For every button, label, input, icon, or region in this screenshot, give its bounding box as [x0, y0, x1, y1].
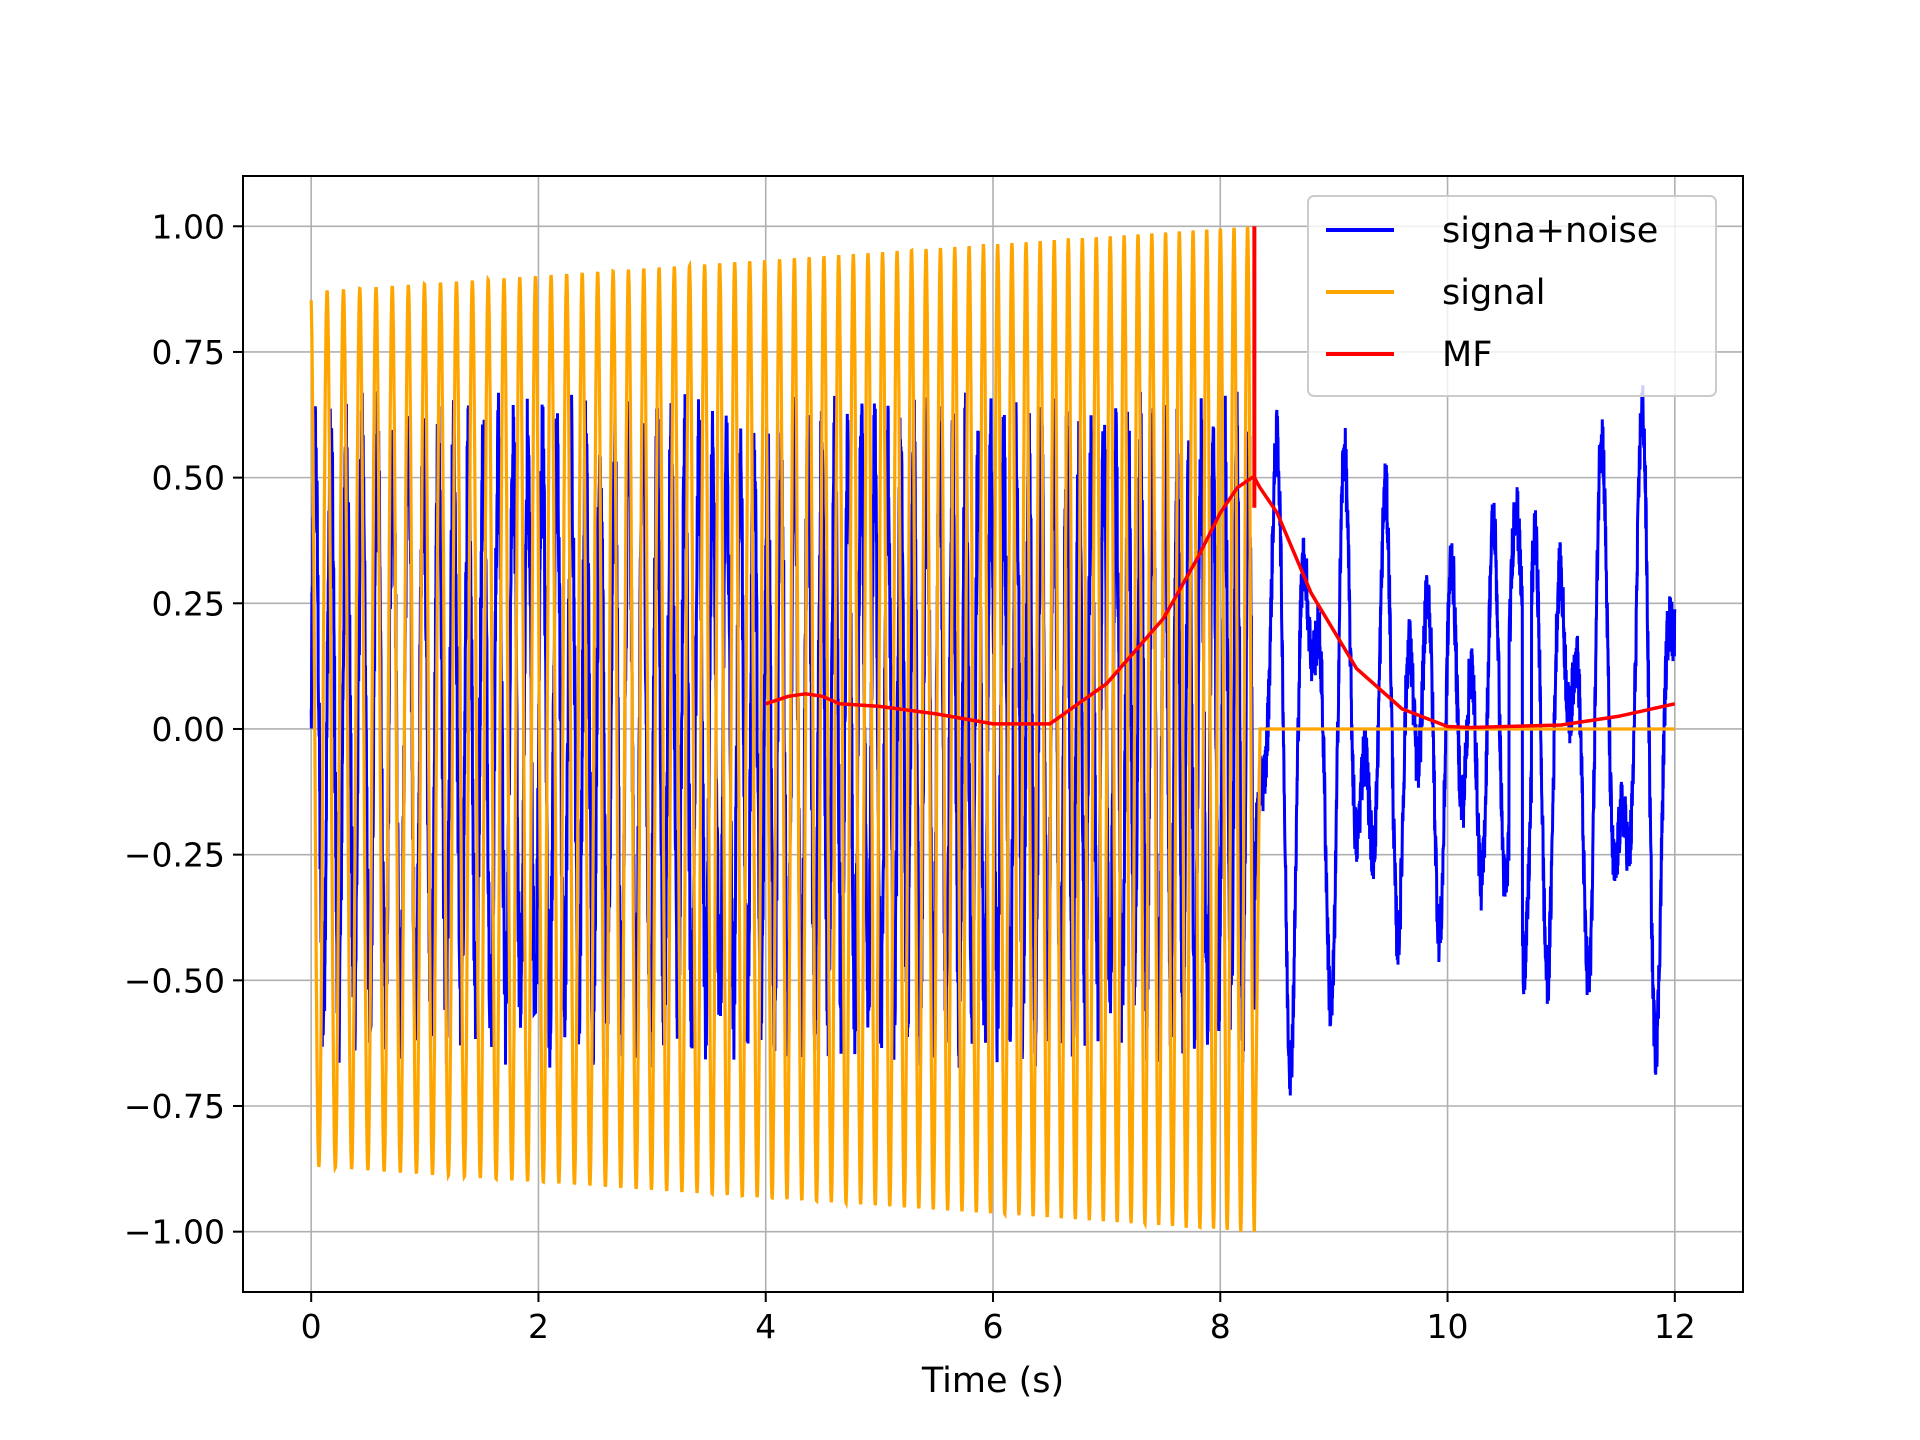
- series-mf-line: [765, 475, 1676, 730]
- x-tick-label: 10: [1427, 1307, 1469, 1346]
- y-tick-label: −0.25: [124, 836, 225, 875]
- legend-label: signal: [1442, 273, 1546, 313]
- y-tick-label: 0.00: [152, 710, 225, 749]
- legend-label: MF: [1442, 335, 1492, 375]
- x-axis-label: Time (s): [921, 1361, 1064, 1401]
- x-tick-label: 2: [528, 1307, 549, 1346]
- legend-box: [1307, 195, 1717, 397]
- ticks: 0 2 4 6 8 10 12 1.00 0.75 0.50 0.25 0.00 −0.25 −0.50 −…: [124, 207, 1696, 1346]
- series-signal-line: [309, 226, 1675, 1233]
- y-tick-label: 0.75: [152, 333, 225, 372]
- legend-label: signa+noise: [1442, 211, 1658, 251]
- x-tick-label: 6: [983, 1307, 1004, 1346]
- x-tick-label: 12: [1654, 1307, 1696, 1346]
- x-tick-label: 4: [755, 1307, 776, 1346]
- y-tick-label: 1.00: [152, 207, 225, 246]
- y-tick-label: 0.25: [152, 584, 225, 623]
- x-tick-label: 0: [301, 1307, 322, 1346]
- y-tick-label: 0.50: [152, 459, 225, 498]
- y-tick-label: −1.00: [124, 1213, 225, 1252]
- y-tick-label: −0.50: [124, 961, 225, 1000]
- legend: signa+noise signal MF: [1307, 195, 1717, 397]
- x-tick-label: 8: [1210, 1307, 1231, 1346]
- series-layer: [309, 226, 1677, 1233]
- y-tick-label: −0.75: [124, 1087, 225, 1126]
